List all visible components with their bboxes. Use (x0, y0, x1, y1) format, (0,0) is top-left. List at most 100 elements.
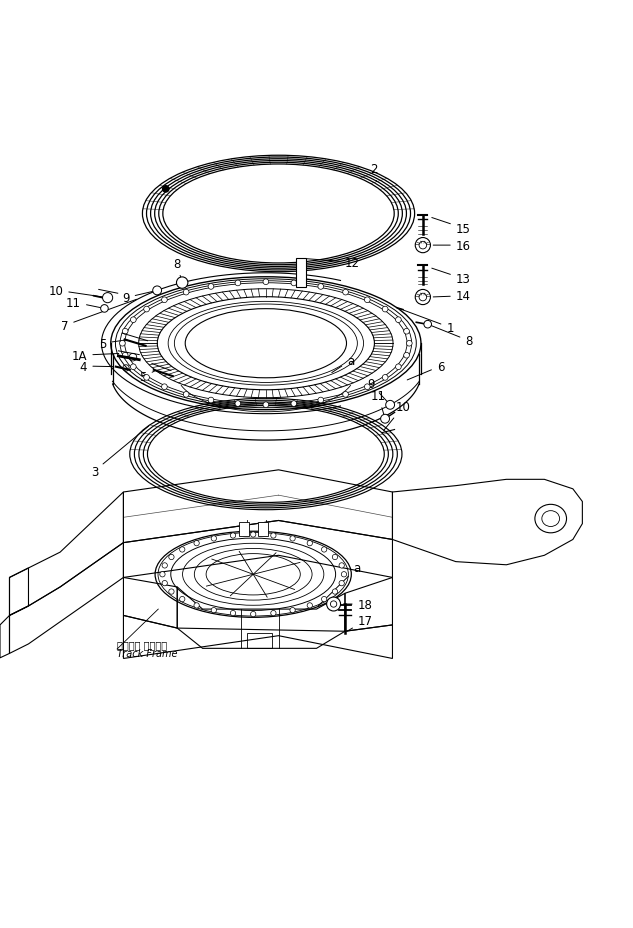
Circle shape (230, 534, 235, 538)
Circle shape (101, 305, 108, 313)
Circle shape (194, 541, 199, 547)
Bar (296, 259, 306, 288)
Circle shape (230, 611, 235, 616)
Circle shape (271, 534, 276, 538)
Circle shape (103, 293, 113, 303)
Circle shape (144, 307, 149, 313)
Circle shape (160, 572, 165, 577)
Circle shape (342, 290, 348, 296)
Text: 5: 5 (139, 371, 154, 384)
Circle shape (263, 279, 269, 285)
Circle shape (211, 608, 216, 613)
Circle shape (263, 403, 268, 408)
Circle shape (122, 353, 128, 359)
Text: 6: 6 (407, 360, 444, 380)
Circle shape (251, 533, 256, 537)
Circle shape (327, 598, 341, 612)
Circle shape (169, 589, 174, 595)
Text: 11: 11 (66, 296, 102, 309)
Text: 3: 3 (91, 427, 149, 478)
Circle shape (318, 284, 323, 290)
Circle shape (180, 597, 185, 602)
Circle shape (339, 581, 344, 586)
Text: 13: 13 (432, 269, 470, 286)
Circle shape (130, 317, 136, 323)
Circle shape (341, 572, 347, 577)
Circle shape (177, 277, 188, 289)
Circle shape (235, 401, 241, 407)
Text: 12: 12 (303, 256, 360, 269)
Circle shape (419, 294, 427, 302)
Text: 17: 17 (348, 614, 373, 631)
Text: 7: 7 (61, 300, 137, 332)
Circle shape (162, 563, 167, 569)
Text: 16: 16 (433, 239, 471, 252)
Circle shape (382, 375, 388, 380)
Text: 9: 9 (122, 291, 154, 304)
Circle shape (322, 548, 327, 552)
Circle shape (415, 290, 430, 305)
Bar (239, 522, 249, 536)
Circle shape (153, 287, 161, 295)
Circle shape (291, 401, 297, 407)
Bar (247, 633, 272, 649)
Text: 2: 2 (370, 162, 378, 182)
Text: Track Frame: Track Frame (117, 649, 178, 659)
Circle shape (184, 290, 189, 296)
Circle shape (208, 398, 214, 404)
Circle shape (339, 563, 344, 569)
Circle shape (404, 353, 410, 359)
Circle shape (184, 392, 189, 398)
Text: 8: 8 (430, 326, 473, 348)
Text: a: a (332, 354, 354, 373)
Text: 1A: 1A (72, 349, 119, 362)
Circle shape (235, 281, 241, 287)
Text: 8: 8 (173, 258, 182, 280)
Circle shape (382, 307, 388, 313)
Circle shape (161, 384, 167, 390)
Circle shape (161, 298, 167, 303)
Text: 10: 10 (49, 284, 105, 298)
Circle shape (424, 321, 432, 329)
Text: 9: 9 (367, 378, 388, 404)
Circle shape (169, 555, 174, 561)
Circle shape (322, 597, 327, 602)
Text: 14: 14 (433, 290, 471, 303)
Circle shape (365, 384, 370, 390)
Text: a: a (318, 561, 360, 606)
Circle shape (415, 238, 430, 253)
Circle shape (130, 365, 136, 370)
Bar (258, 522, 268, 536)
Circle shape (162, 581, 167, 586)
Text: 11: 11 (371, 390, 386, 417)
Circle shape (120, 341, 125, 347)
Circle shape (404, 329, 410, 335)
Circle shape (332, 589, 337, 595)
Circle shape (406, 341, 412, 347)
Circle shape (290, 536, 295, 541)
Circle shape (332, 555, 337, 561)
Text: 10: 10 (384, 401, 410, 431)
Circle shape (318, 398, 323, 404)
Circle shape (271, 611, 276, 616)
Circle shape (342, 392, 348, 398)
Circle shape (291, 281, 297, 287)
Circle shape (122, 329, 128, 335)
Text: 5: 5 (99, 338, 127, 351)
Circle shape (385, 401, 394, 410)
Text: 4: 4 (80, 360, 113, 373)
Circle shape (396, 317, 401, 323)
Circle shape (380, 415, 389, 424)
Text: 18: 18 (343, 598, 372, 611)
Circle shape (163, 187, 169, 193)
Circle shape (307, 603, 313, 609)
Circle shape (208, 284, 214, 290)
Circle shape (307, 541, 313, 547)
Circle shape (330, 601, 337, 608)
Circle shape (290, 608, 295, 613)
Circle shape (194, 603, 199, 609)
Text: 1: 1 (399, 309, 454, 335)
Circle shape (419, 242, 427, 250)
Circle shape (180, 548, 185, 552)
Circle shape (365, 298, 370, 303)
